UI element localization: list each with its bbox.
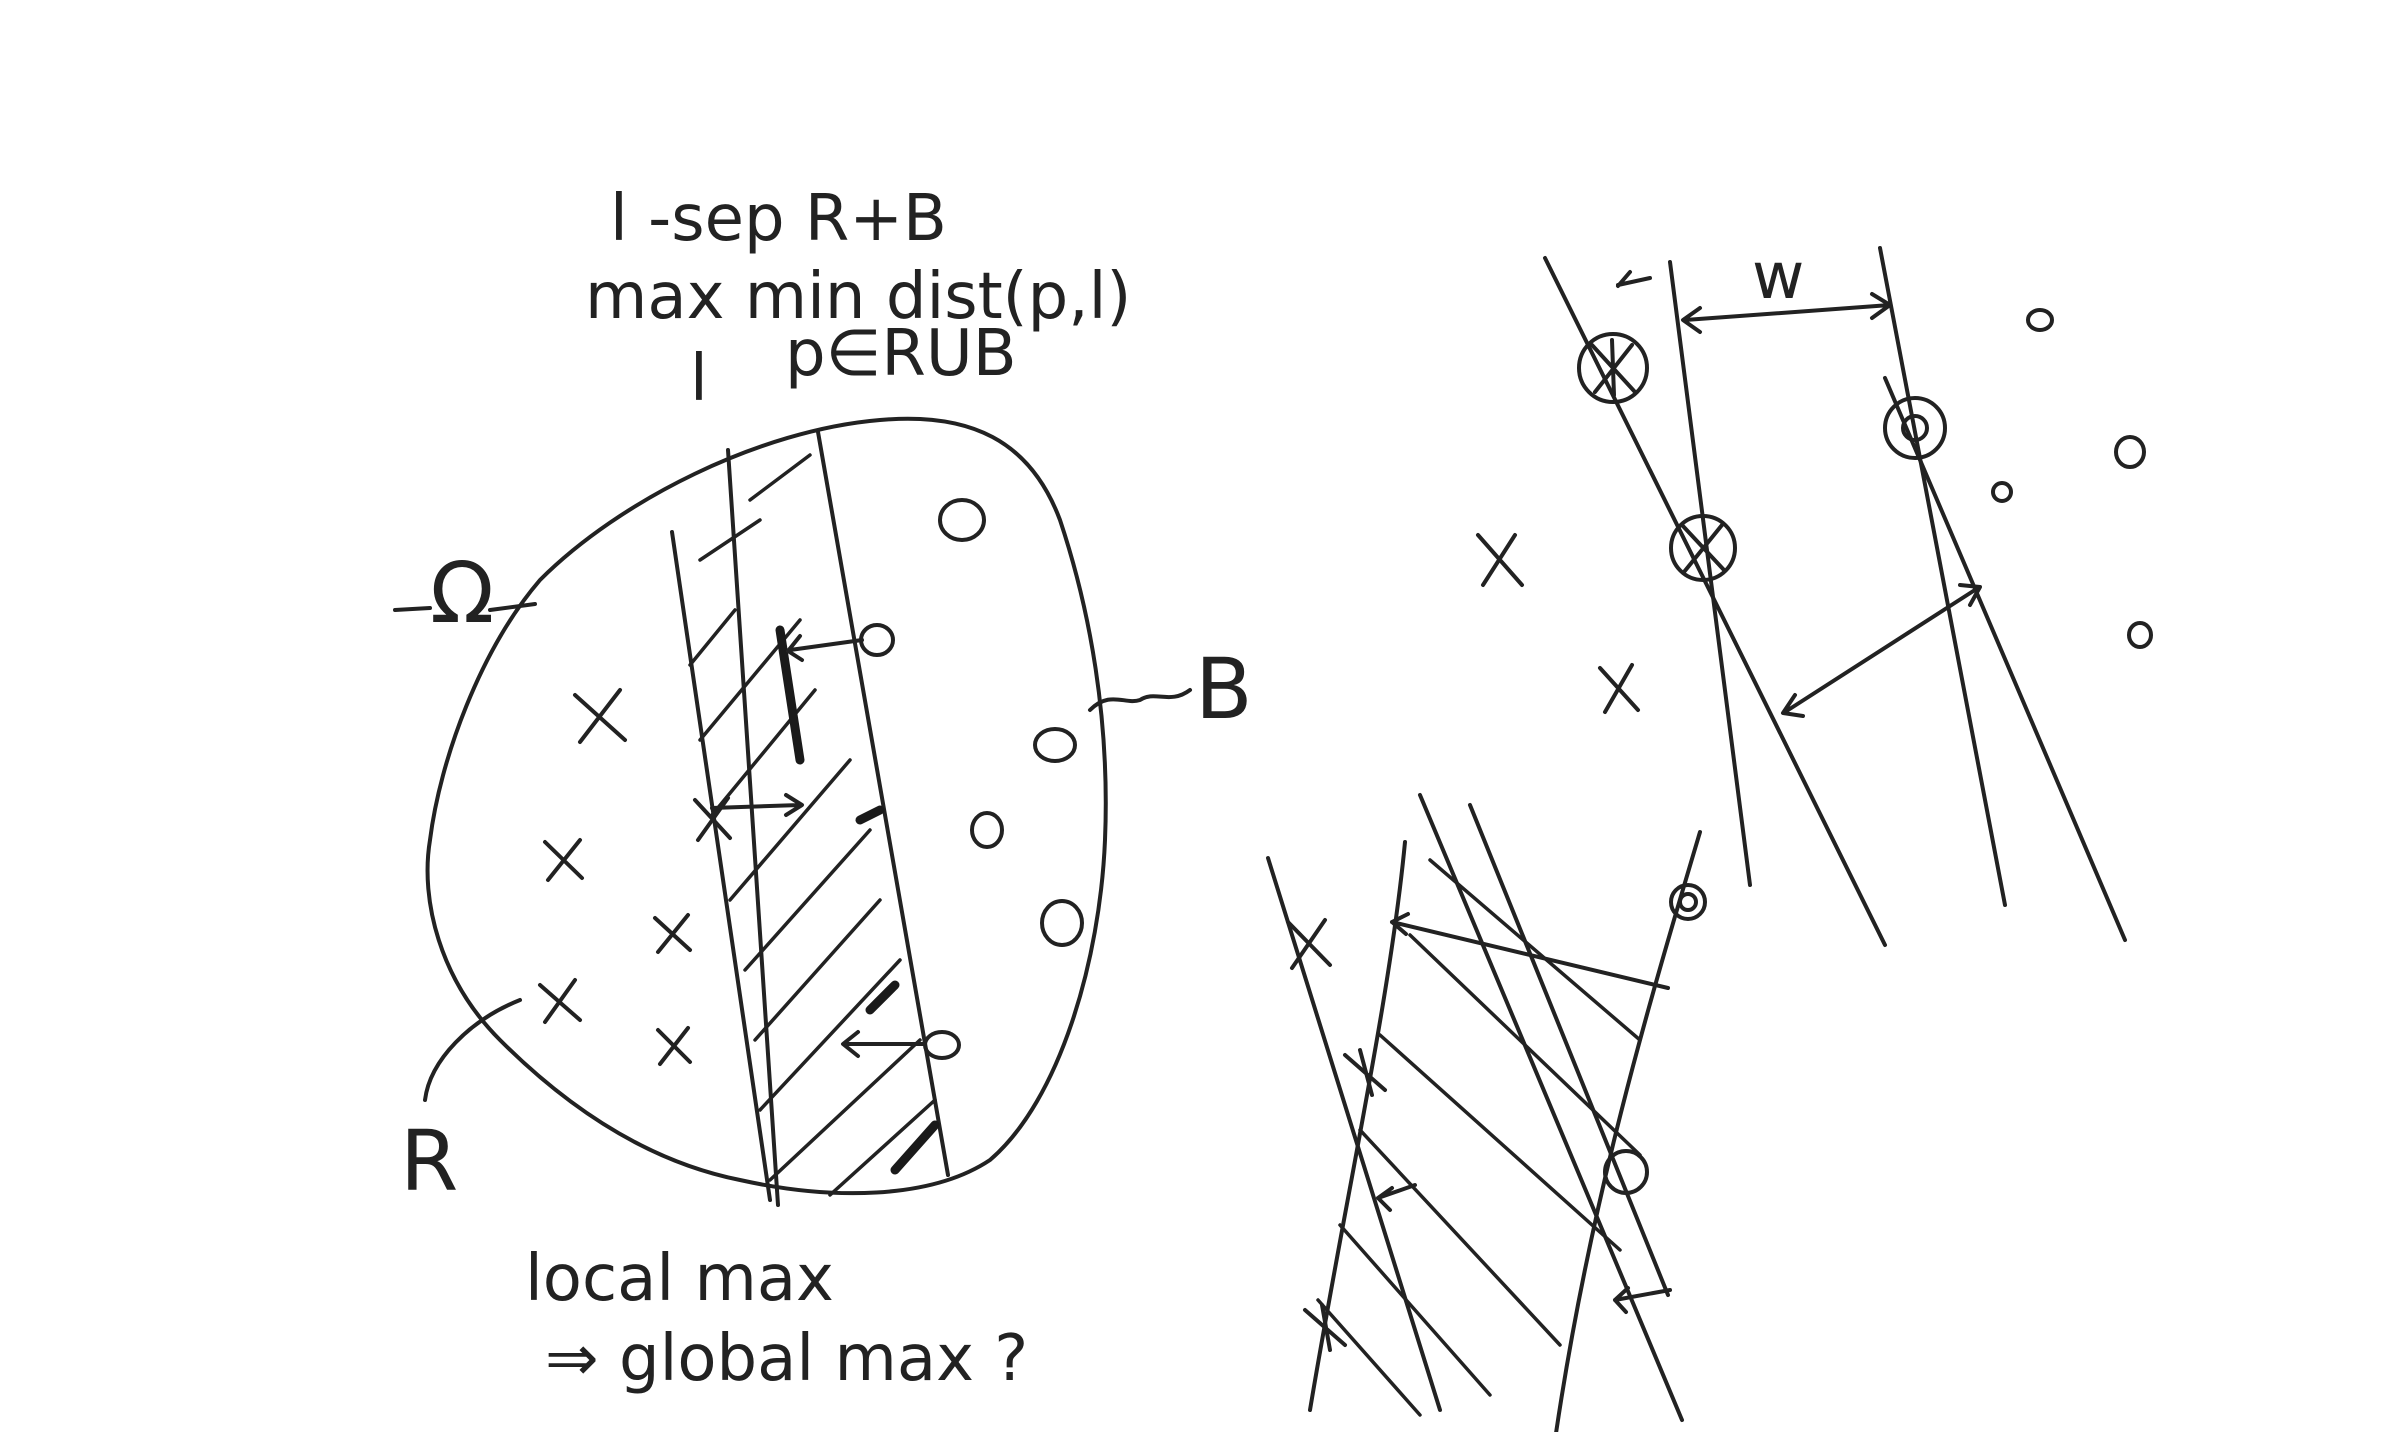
separating-line-l — [726, 448, 780, 1207]
contact-segment — [890, 1120, 940, 1175]
contact-segment — [855, 805, 885, 825]
annotation-line2: max min dist(p,l) — [585, 260, 1131, 334]
b-label: B — [1195, 640, 1253, 738]
question-line2: ⇒ global max ? — [545, 1322, 1028, 1396]
annotation-line1: l -sep R+B — [610, 182, 947, 256]
contact-segment — [775, 625, 805, 765]
question-line1: local max — [525, 1242, 834, 1316]
r-label: R — [400, 1112, 458, 1210]
right-top-diagram: w — [1476, 240, 2153, 947]
red-points — [538, 688, 732, 1066]
contact-segment — [865, 980, 900, 1015]
omega-region-outline — [425, 416, 1108, 1196]
b-leader — [1088, 688, 1192, 712]
blue-points — [859, 498, 1084, 1060]
slab-left-boundary — [670, 530, 772, 1202]
omega-leader — [393, 602, 537, 612]
w-label: w — [1752, 240, 1804, 314]
r-leader — [423, 998, 522, 1102]
slab-right-boundary — [816, 430, 950, 1177]
slab-hatching — [688, 453, 937, 1197]
annotation-l: l — [690, 342, 708, 416]
omega-label: Ω — [430, 544, 494, 642]
annotation-set: p∈RUB — [785, 317, 1017, 391]
distance-arrows — [710, 634, 927, 1058]
right-bottom-diagram — [1266, 793, 1707, 1432]
